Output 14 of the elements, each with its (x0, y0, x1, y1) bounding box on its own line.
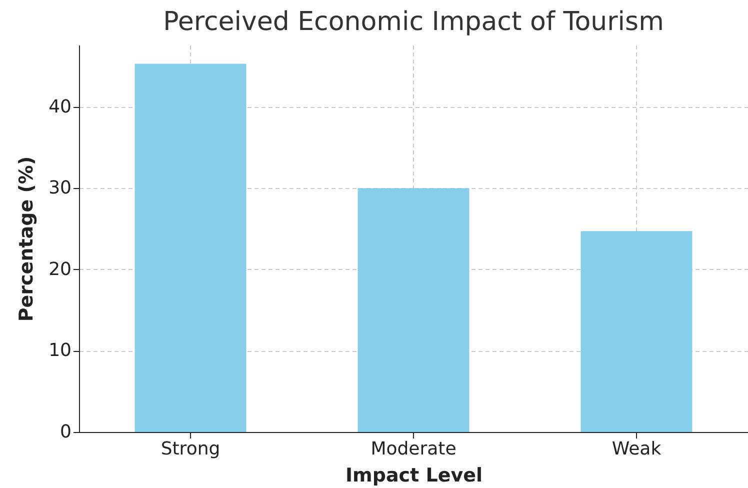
chart-title: Perceived Economic Impact of Tourism (163, 7, 664, 37)
y-axis-title: Percentage (%) (16, 156, 38, 322)
x-tick-label: Moderate (370, 438, 456, 460)
x-tick-label: Strong (160, 438, 220, 460)
y-tick-label: 0 (60, 422, 72, 442)
y-tick-label: 30 (48, 178, 72, 199)
y-tick-label: 40 (48, 96, 72, 118)
bar (358, 188, 470, 432)
y-tick-label: 20 (48, 258, 72, 280)
x-tick-label: Weak (612, 438, 662, 460)
y-tick-label: 10 (48, 340, 72, 362)
bar (134, 64, 246, 432)
x-axis-title: Impact Level (345, 464, 483, 486)
bar (580, 231, 692, 432)
